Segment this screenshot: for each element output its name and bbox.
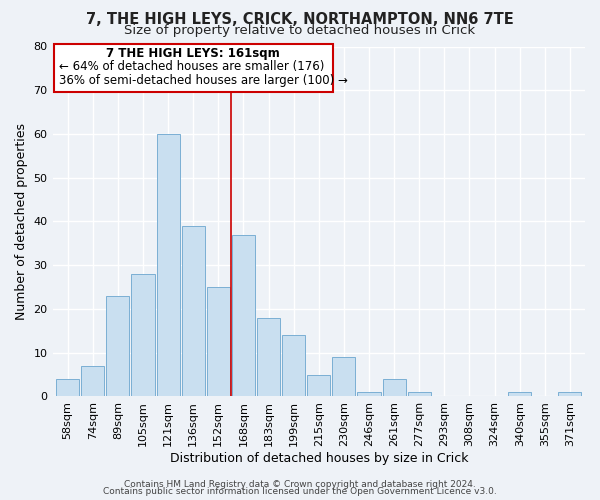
Bar — [232, 234, 255, 396]
Text: 36% of semi-detached houses are larger (100) →: 36% of semi-detached houses are larger (… — [59, 74, 347, 86]
Bar — [358, 392, 380, 396]
Bar — [407, 392, 431, 396]
Bar — [56, 379, 79, 396]
Text: 7, THE HIGH LEYS, CRICK, NORTHAMPTON, NN6 7TE: 7, THE HIGH LEYS, CRICK, NORTHAMPTON, NN… — [86, 12, 514, 28]
Bar — [131, 274, 155, 396]
Bar — [508, 392, 531, 396]
Bar — [307, 374, 331, 396]
X-axis label: Distribution of detached houses by size in Crick: Distribution of detached houses by size … — [170, 452, 468, 465]
FancyBboxPatch shape — [54, 44, 332, 92]
Text: Contains HM Land Registry data © Crown copyright and database right 2024.: Contains HM Land Registry data © Crown c… — [124, 480, 476, 489]
Y-axis label: Number of detached properties: Number of detached properties — [15, 123, 28, 320]
Bar — [106, 296, 130, 396]
Text: ← 64% of detached houses are smaller (176): ← 64% of detached houses are smaller (17… — [59, 60, 324, 74]
Bar — [207, 287, 230, 397]
Bar — [282, 335, 305, 396]
Text: Size of property relative to detached houses in Crick: Size of property relative to detached ho… — [124, 24, 476, 37]
Text: Contains public sector information licensed under the Open Government Licence v3: Contains public sector information licen… — [103, 487, 497, 496]
Bar — [157, 134, 179, 396]
Bar — [332, 357, 355, 397]
Text: 7 THE HIGH LEYS: 161sqm: 7 THE HIGH LEYS: 161sqm — [106, 48, 280, 60]
Bar — [182, 226, 205, 396]
Bar — [559, 392, 581, 396]
Bar — [257, 318, 280, 396]
Bar — [81, 366, 104, 396]
Bar — [383, 379, 406, 396]
